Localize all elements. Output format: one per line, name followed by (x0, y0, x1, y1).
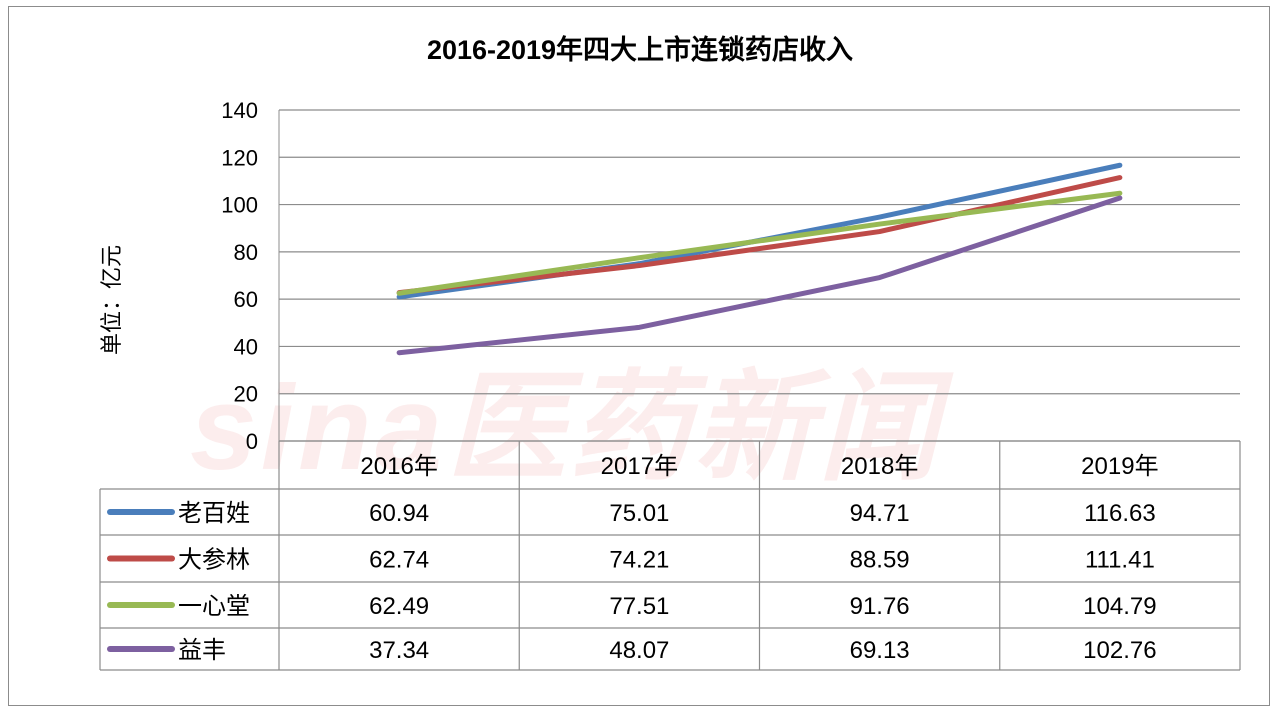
y-tick-label: 120 (221, 145, 258, 170)
y-tick-label: 20 (234, 382, 258, 407)
legend-label: 益丰 (178, 637, 226, 664)
series-line-一心堂 (396, 190, 1123, 296)
category-label: 2018年 (841, 453, 918, 480)
legend-label: 大参林 (178, 547, 250, 574)
data-label: 69.13 (850, 637, 910, 664)
chart-frame (8, 6, 1270, 706)
data-label: 48.07 (609, 637, 669, 664)
data-label: 60.94 (369, 500, 429, 527)
data-label: 62.74 (369, 547, 429, 574)
data-label: 94.71 (850, 500, 910, 527)
y-tick-label: 60 (234, 287, 258, 312)
data-label: 74.21 (609, 547, 669, 574)
data-label: 91.76 (850, 593, 910, 620)
legend-label: 一心堂 (178, 593, 250, 620)
series-line-大参林 (396, 175, 1123, 296)
category-label: 2019年 (1081, 453, 1158, 480)
legend-label: 老百姓 (178, 500, 250, 527)
category-label: 2017年 (601, 453, 678, 480)
series-line-益丰 (396, 195, 1123, 356)
y-tick-label: 0 (246, 429, 258, 454)
category-label: 2016年 (360, 453, 437, 480)
y-tick-label: 40 (234, 334, 258, 359)
y-tick-label: 100 (221, 193, 258, 218)
data-label: 102.76 (1083, 637, 1156, 664)
data-label: 77.51 (609, 593, 669, 620)
watermark: sina医药新闻 (190, 361, 943, 495)
y-tick-label: 140 (221, 98, 258, 123)
data-label: 75.01 (609, 500, 669, 527)
data-label: 37.34 (369, 637, 429, 664)
data-label: 62.49 (369, 593, 429, 620)
data-label: 111.41 (1085, 547, 1155, 574)
data-label: 88.59 (850, 547, 910, 574)
data-label: 116.63 (1084, 500, 1156, 527)
y-tick-label: 80 (234, 240, 258, 265)
chart-title: 2016-2019年四大上市连锁药店收入 (426, 35, 854, 65)
data-label: 104.79 (1083, 593, 1156, 620)
